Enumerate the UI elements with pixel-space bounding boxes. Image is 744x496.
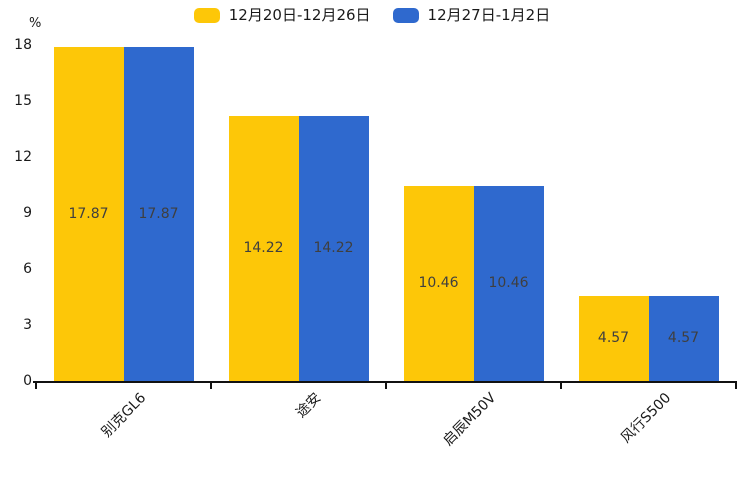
bar-value-label: 4.57 [597,330,630,347]
legend-label: 12月20日-12月26日 [228,6,371,24]
bar-week2 [298,115,369,381]
legend-label: 12月27日-1月2日 [427,6,551,24]
bar-week1 [228,115,299,381]
bar-week2 [473,185,544,381]
bar-week2 [123,47,194,381]
legend-swatch [392,8,419,23]
legend-swatch [193,8,220,23]
bar-week1 [403,185,474,381]
legend-item: 12月27日-1月2日 [392,6,551,24]
y-tick-label: 12 [14,149,32,165]
x-category-label: 途安 [292,390,324,422]
x-tick-mark [35,382,37,389]
y-tick-label: 15 [14,93,32,109]
x-category-label: 启辰M50V [439,390,499,450]
bar-value-label: 4.57 [667,330,700,347]
x-tick-mark [385,382,387,389]
legend-item: 12月20日-12月26日 [193,6,371,24]
y-tick-label: 6 [23,261,32,277]
bar-value-label: 10.46 [488,275,529,292]
bar-value-label: 17.87 [138,206,179,223]
bar-value-label: 17.87 [68,206,109,223]
x-category-label: 别克GL6 [98,390,149,441]
y-tick-label: 3 [23,317,32,333]
x-tick-mark [560,382,562,389]
bar-value-label: 14.22 [313,240,354,257]
bar-value-label: 10.46 [418,275,459,292]
y-tick-label: 18 [14,37,32,53]
bar-week2 [648,295,719,381]
bar-week1 [53,47,124,381]
y-tick-label: 0 [23,373,32,389]
x-tick-mark [210,382,212,389]
y-axis-unit-label: % [29,16,42,31]
y-tick-label: 9 [23,205,32,221]
bar-value-label: 14.22 [243,240,284,257]
x-category-label: 风行S500 [617,390,674,447]
bar-week1 [578,295,649,381]
legend: 12月20日-12月26日 12月27日-1月2日 [0,8,744,23]
x-tick-mark [735,382,737,389]
